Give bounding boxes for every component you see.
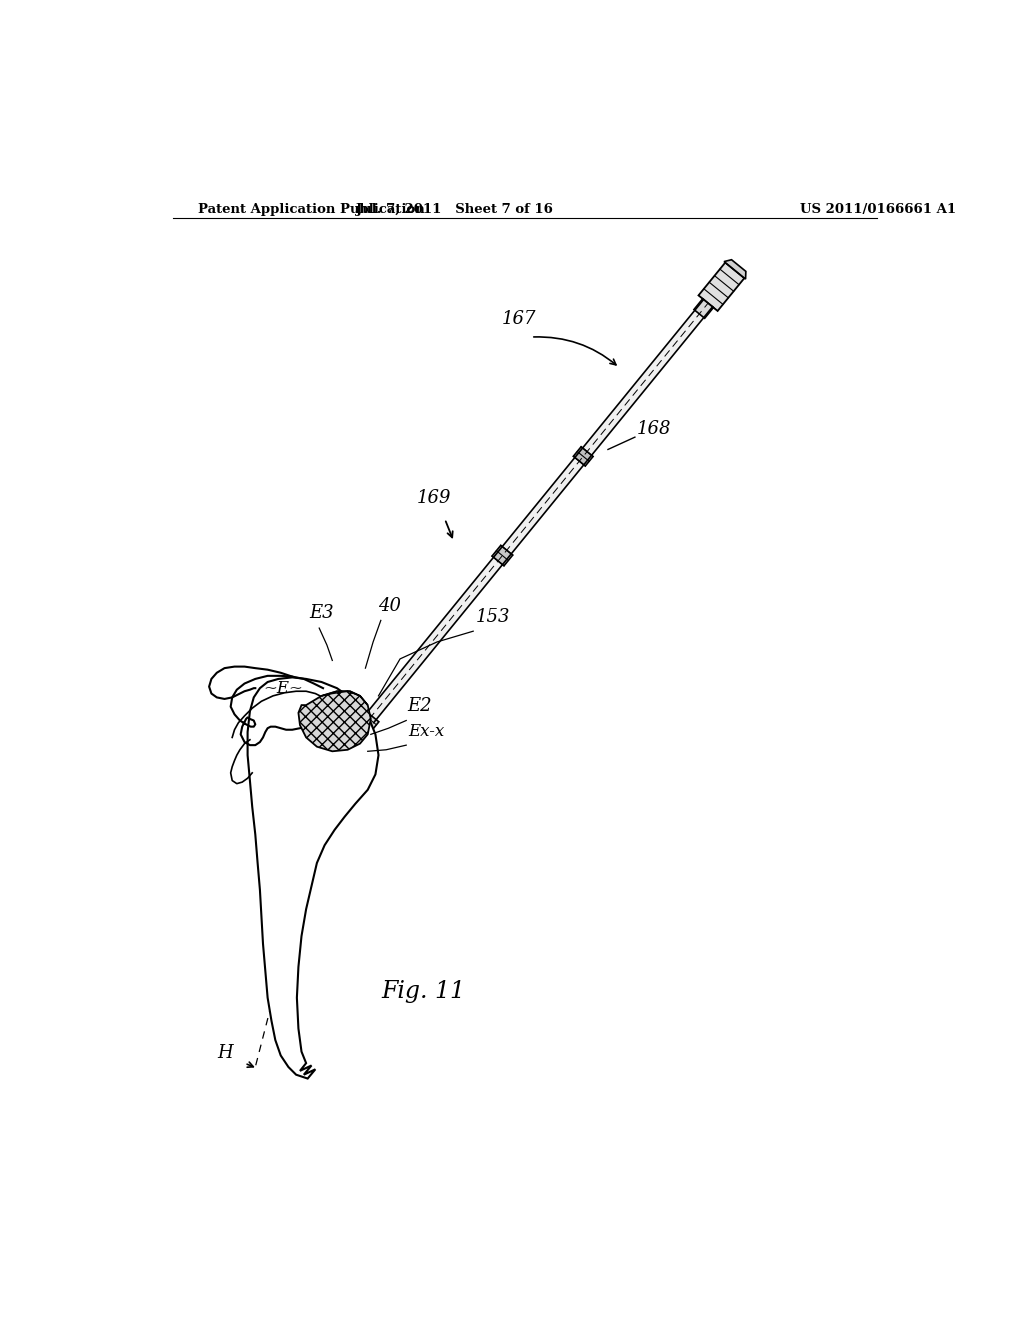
Polygon shape [698, 263, 744, 312]
Text: 168: 168 [637, 420, 672, 438]
Polygon shape [298, 692, 371, 751]
Polygon shape [365, 300, 713, 722]
Text: 169: 169 [417, 488, 452, 507]
Text: Fig. 11: Fig. 11 [381, 979, 465, 1003]
Text: Jul. 7, 2011   Sheet 7 of 16: Jul. 7, 2011 Sheet 7 of 16 [355, 203, 552, 215]
Polygon shape [248, 677, 379, 1078]
Text: Ex-x: Ex-x [408, 723, 444, 741]
Text: E2: E2 [408, 697, 432, 715]
Polygon shape [322, 692, 368, 705]
Polygon shape [493, 545, 513, 566]
Polygon shape [694, 298, 714, 318]
Polygon shape [351, 710, 379, 738]
Polygon shape [724, 260, 745, 279]
Text: ~E~: ~E~ [263, 680, 303, 697]
Text: E3: E3 [309, 605, 334, 622]
Text: Patent Application Publication: Patent Application Publication [199, 203, 425, 215]
Polygon shape [573, 446, 593, 466]
Text: 153: 153 [475, 609, 510, 626]
Text: 40: 40 [379, 597, 401, 615]
Text: US 2011/0166661 A1: US 2011/0166661 A1 [801, 203, 956, 215]
Text: 167: 167 [502, 310, 537, 327]
Text: H: H [217, 1044, 232, 1061]
